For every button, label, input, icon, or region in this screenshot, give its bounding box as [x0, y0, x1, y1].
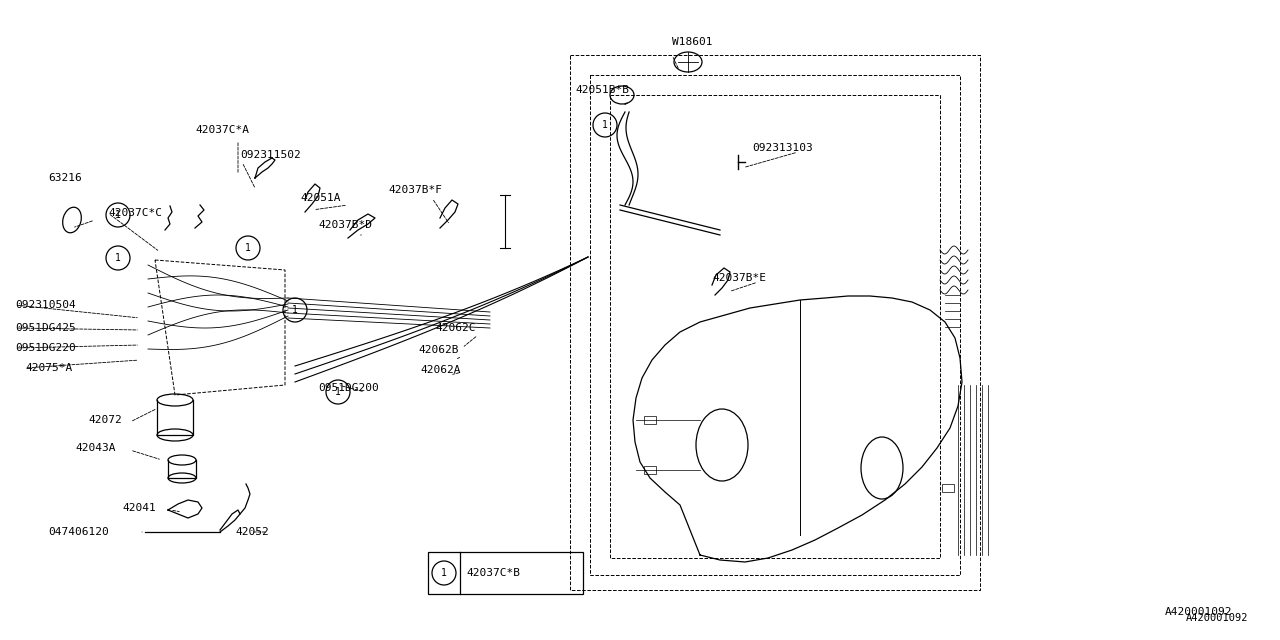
Text: 0951DG200: 0951DG200 — [317, 383, 379, 393]
Text: 092310504: 092310504 — [15, 300, 76, 310]
Bar — [644, 466, 657, 474]
Text: 42052: 42052 — [236, 527, 269, 537]
Text: 42037C*B: 42037C*B — [466, 568, 520, 578]
Text: 047406120: 047406120 — [49, 527, 109, 537]
Text: 1: 1 — [442, 568, 447, 578]
Text: A420001092: A420001092 — [1185, 613, 1248, 623]
Text: 42037B*F: 42037B*F — [388, 185, 442, 195]
Text: 092313103: 092313103 — [753, 143, 813, 153]
Text: 42072: 42072 — [88, 415, 122, 425]
Bar — [942, 484, 954, 492]
Text: 42037B*D: 42037B*D — [317, 220, 372, 230]
Text: 092311502: 092311502 — [241, 150, 301, 160]
Text: 42043A: 42043A — [76, 443, 115, 453]
Text: 1: 1 — [292, 305, 298, 315]
Text: 0951DG220: 0951DG220 — [15, 343, 76, 353]
Text: 1: 1 — [244, 243, 251, 253]
Bar — [428, 552, 582, 594]
Text: 42037C*C: 42037C*C — [108, 208, 163, 218]
Text: 42075*A: 42075*A — [26, 363, 72, 373]
Text: 63216: 63216 — [49, 173, 82, 183]
Text: 42041: 42041 — [122, 503, 156, 513]
Text: 42051A: 42051A — [300, 193, 340, 203]
Text: 0951DG425: 0951DG425 — [15, 323, 76, 333]
Text: 1: 1 — [115, 210, 120, 220]
Text: 42062A: 42062A — [420, 365, 461, 375]
Text: 42037C*A: 42037C*A — [195, 125, 250, 135]
Text: 42051B*B: 42051B*B — [575, 85, 628, 95]
Text: 42037B*E: 42037B*E — [712, 273, 765, 283]
Text: 1: 1 — [115, 253, 120, 263]
Text: 1: 1 — [335, 387, 340, 397]
Text: 1: 1 — [602, 120, 608, 130]
Text: 42062C: 42062C — [435, 323, 475, 333]
Bar — [644, 416, 657, 424]
Text: A420001092: A420001092 — [1165, 607, 1233, 617]
Text: W18601: W18601 — [672, 37, 713, 47]
Text: 42062B: 42062B — [419, 345, 458, 355]
